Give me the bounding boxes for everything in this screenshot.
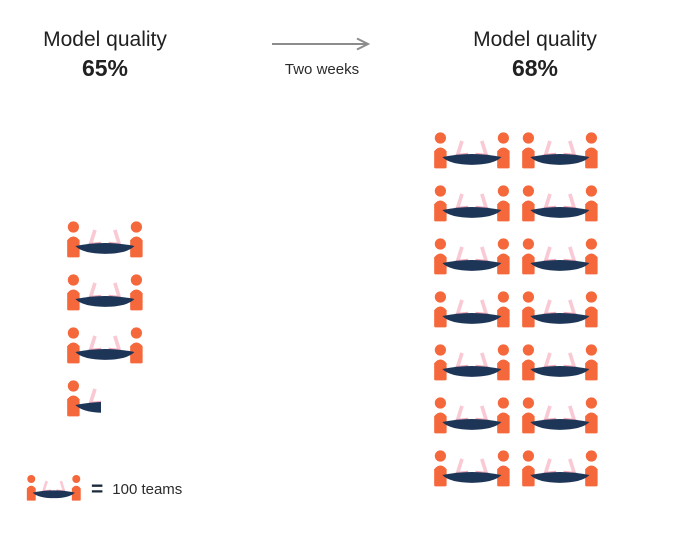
before-title: Model quality [43,28,167,51]
team-icon [433,237,512,279]
team-icon-partial [66,379,145,421]
after-header: Model quality 68% [435,28,635,82]
transition-label: Two weeks [284,61,360,78]
team-icon [66,273,145,315]
team-icon [521,449,600,491]
after-quality-value: 68% [511,55,559,81]
legend-label: 100 teams [112,480,183,498]
team-icon [66,220,145,262]
team-icon [433,396,512,438]
team-icon [433,290,512,332]
legend-team-icon [26,474,82,504]
team-icon [521,131,600,173]
team-icon [433,131,512,173]
team-icon [521,396,600,438]
before-quality-value: 65% [81,55,129,81]
before-header: Model quality 65% [5,28,205,82]
legend: = 100 teams [26,474,182,504]
after-title: Model quality [473,28,597,51]
after-icons [433,131,600,491]
before-icons [66,220,145,421]
team-icon [521,290,600,332]
team-icon [521,237,600,279]
transition: Two weeks [262,36,382,78]
team-icon [433,343,512,385]
team-icon [521,343,600,385]
team-icon [66,326,145,368]
team-icon [433,449,512,491]
team-icon [433,184,512,226]
team-icon [521,184,600,226]
equals-sign: = [91,477,104,501]
right-arrow-icon [272,37,371,51]
